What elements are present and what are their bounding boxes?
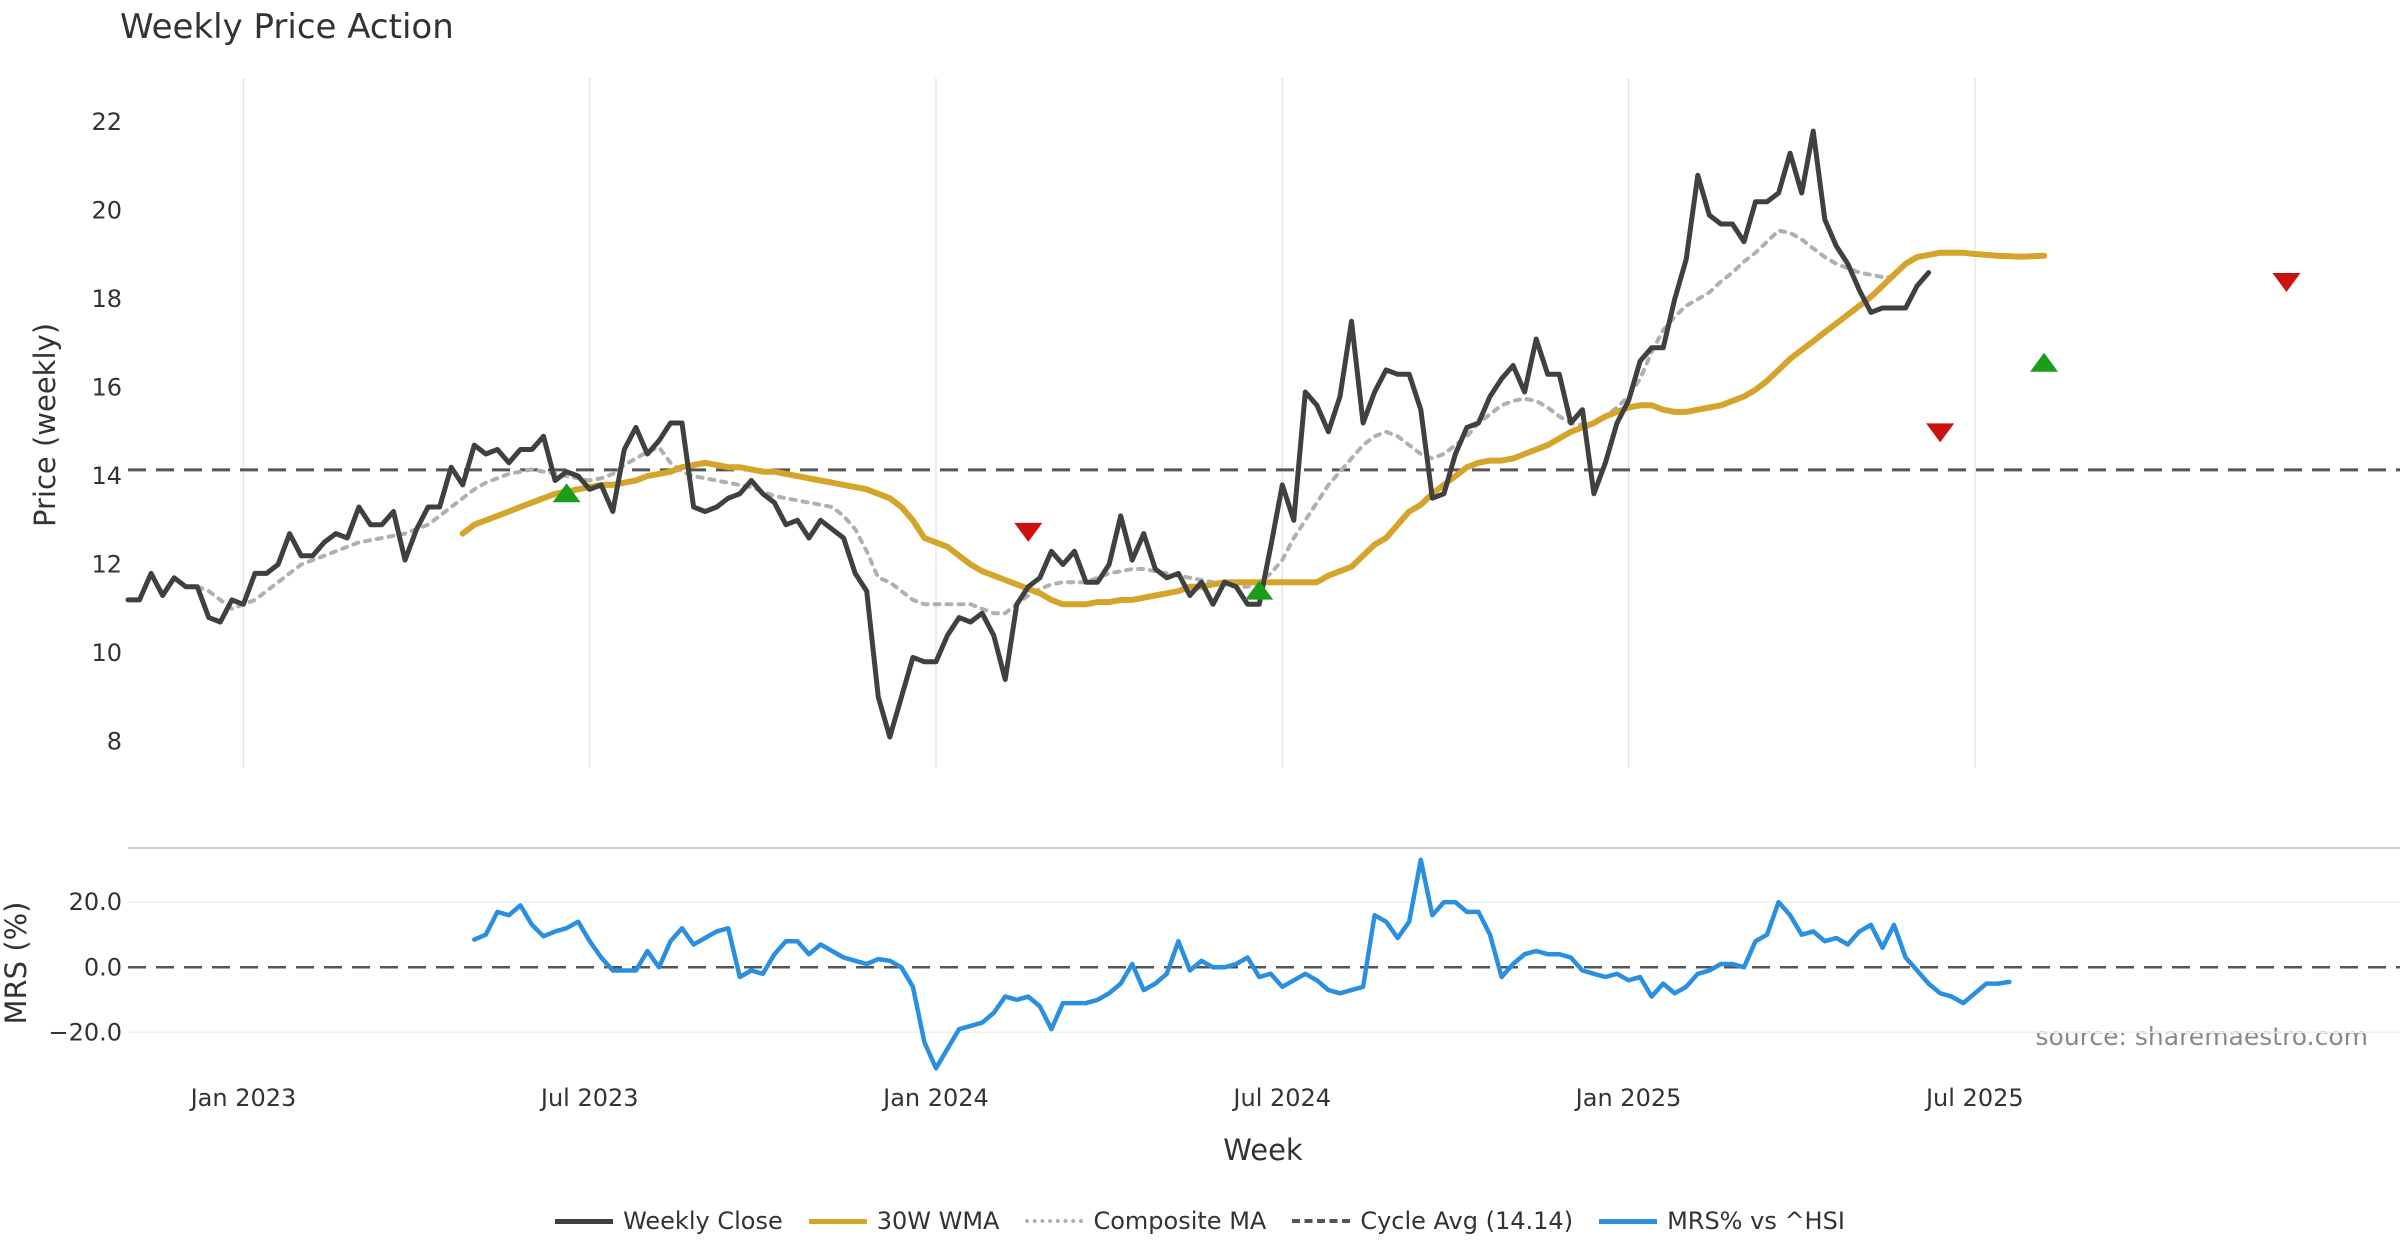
x-tick-label: Jan 2025 [1574,1084,1682,1112]
chart-title: Weekly Price Action [120,7,454,47]
legend-item: Composite MA [1025,1207,1266,1235]
buy-signal-marker [1245,580,1274,600]
legend-item: MRS% vs ^HSI [1599,1207,1845,1235]
series-composite-ma [183,228,1896,616]
price-y-tick-label: 10 [91,639,122,667]
legend-swatch [555,1218,614,1224]
legend-swatch [1599,1218,1658,1224]
mrs-y-axis-label: MRS (%) [0,902,33,1025]
price-y-tick-label: 16 [91,374,122,402]
legend-label: Composite MA [1093,1207,1267,1235]
x-tick-label: Jul 2025 [1924,1084,2024,1112]
mrs-y-tick-label: 20.0 [69,888,122,916]
legend-label: 30W WMA [876,1207,1000,1235]
price-y-tick-label: 22 [91,108,122,136]
sell-signal-marker [1926,423,1955,443]
price-y-tick-label: 18 [91,285,122,313]
buy-signal-marker [552,483,581,503]
mrs-y-tick-label: −20.0 [48,1018,122,1046]
legend-swatch [1292,1219,1351,1223]
legend-label: Cycle Avg (14.14) [1360,1207,1574,1235]
sell-signal-marker [1014,522,1043,542]
chart-legend: Weekly Close 30W WMA Composite MA Cycle Avg… [0,1207,2400,1235]
price-y-tick-label: 20 [91,197,122,225]
legend-swatch [808,1218,867,1224]
series-mrs-vs-hsi [472,857,2012,1071]
series-30w-wma [459,249,2048,608]
legend-item: Weekly Close [555,1207,783,1235]
x-axis-label: Week [1223,1133,1303,1167]
legend-item: 30W WMA [808,1207,1000,1235]
legend-label: MRS% vs ^HSI [1667,1207,1845,1235]
series-weekly-close [125,128,1932,740]
mrs-y-tick-label: 0.0 [84,953,122,981]
source-annotation: source: sharemaestro.com [2036,1022,2369,1051]
price-y-axis-label: Price (weekly) [28,323,62,527]
price-y-tick-label: 14 [91,462,122,490]
legend-item: Cycle Avg (14.14) [1292,1207,1573,1235]
price-y-tick-label: 8 [107,727,122,755]
price-y-tick-label: 12 [91,551,122,579]
legend-label: Weekly Close [623,1207,783,1235]
sell-signal-marker [2272,272,2301,292]
legend-swatch [1025,1219,1084,1223]
buy-signal-marker [2030,352,2059,372]
x-tick-label: Jan 2024 [881,1084,989,1112]
x-tick-label: Jul 2024 [1231,1084,1331,1112]
x-tick-label: Jul 2023 [539,1084,639,1112]
x-tick-label: Jan 2023 [189,1084,297,1112]
